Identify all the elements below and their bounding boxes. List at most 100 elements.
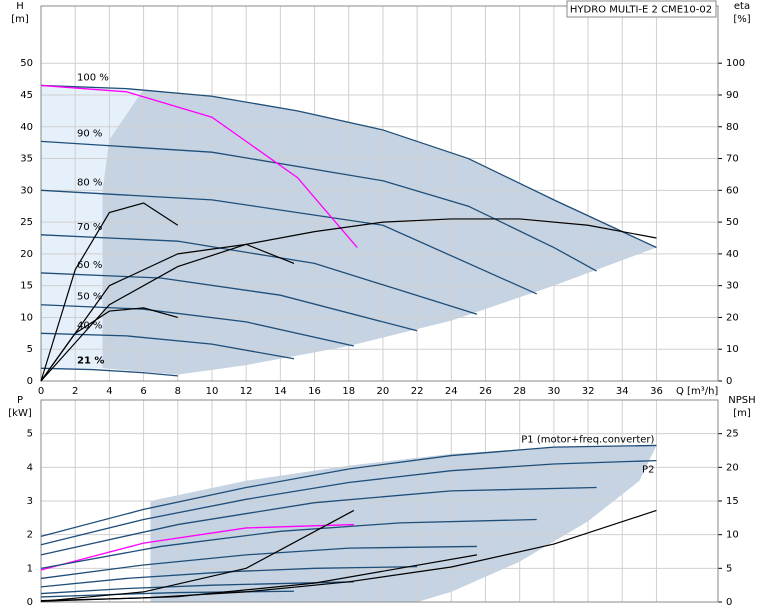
y-tick-label: 5 <box>27 344 33 355</box>
x-tick-label: 2 <box>72 386 78 397</box>
x-tick-label: 24 <box>445 386 458 397</box>
curve <box>40 545 477 580</box>
y-tick-label: 0 <box>27 597 33 608</box>
y-tick-label: 15 <box>20 281 33 292</box>
x-tick-label: 10 <box>206 386 219 397</box>
y-tick-label: 30 <box>20 185 33 196</box>
plot-frame <box>40 5 719 382</box>
y-tick-label: 20 <box>20 249 33 260</box>
x-tick-label: 32 <box>582 386 595 397</box>
curve-label: 21 % <box>77 355 104 366</box>
y-axis-unit: [m] <box>11 14 29 25</box>
curve <box>40 307 178 382</box>
x-tick-label: 16 <box>308 386 321 397</box>
y2-tick-label: 25 <box>726 429 739 440</box>
curve <box>40 189 538 295</box>
y-axis-label: P <box>17 395 23 406</box>
curve <box>40 509 355 602</box>
y-tick-label: 25 <box>20 217 33 228</box>
curve <box>40 581 354 595</box>
y2-tick-label: 90 <box>726 90 739 101</box>
y-tick-label: 4 <box>27 462 33 473</box>
curve <box>40 332 295 360</box>
x-tick-label: 18 <box>342 386 355 397</box>
y-tick-label: 3 <box>27 496 33 507</box>
x-tick-label: 6 <box>140 386 146 397</box>
y2-tick-label: 70 <box>726 154 739 165</box>
x-tick-label: 28 <box>513 386 526 397</box>
curve <box>40 518 537 569</box>
curve <box>40 304 354 347</box>
curve-label: 90 % <box>77 128 102 139</box>
curve <box>40 84 358 248</box>
title-box <box>566 0 717 18</box>
y2-tick-label: 20 <box>726 462 739 473</box>
y2-tick-label: 0 <box>726 597 732 608</box>
y2-axis-label: eta <box>734 1 750 12</box>
y2-tick-label: 10 <box>726 344 739 355</box>
y2-tick-label: 40 <box>726 249 739 260</box>
y-axis-label: H <box>16 1 24 12</box>
y-tick-label: 40 <box>20 122 33 133</box>
curve <box>40 140 597 272</box>
y2-axis-label: NPSH <box>728 395 755 406</box>
curve <box>40 202 179 382</box>
y2-axis-unit: [m] <box>733 408 751 419</box>
curve <box>40 272 418 332</box>
curve <box>40 84 657 249</box>
x-tick-label: 22 <box>411 386 424 397</box>
x-tick-label: 14 <box>274 386 287 397</box>
y2-tick-label: 50 <box>726 217 739 228</box>
y2-tick-label: 60 <box>726 185 739 196</box>
y2-tick-label: 15 <box>726 496 739 507</box>
curve <box>40 554 478 602</box>
x-tick-label: 0 <box>38 386 44 397</box>
curve <box>40 243 295 382</box>
plot-frame <box>40 399 719 603</box>
x-tick-label: 30 <box>548 386 561 397</box>
x-tick-label: 4 <box>106 386 112 397</box>
y-tick-label: 1 <box>27 563 33 574</box>
curve-label: P1 (motor+freq.converter) <box>521 434 654 445</box>
curve-label: P2 <box>642 465 654 476</box>
curve <box>40 590 295 598</box>
curve <box>40 234 478 315</box>
y-tick-label: 50 <box>20 58 33 69</box>
y2-tick-label: 5 <box>726 563 732 574</box>
y-tick-label: 45 <box>20 90 33 101</box>
operating-area <box>150 445 657 602</box>
chart-title: HYDRO MULTI-E 2 CME10-02 <box>570 5 712 16</box>
y2-axis-unit: [%] <box>733 14 750 25</box>
y2-tick-label: 0 <box>726 376 732 387</box>
x-tick-label: 20 <box>377 386 390 397</box>
y2-tick-label: 10 <box>726 530 739 541</box>
curve-label: 60 % <box>77 260 102 271</box>
curve <box>40 367 178 377</box>
operating-area <box>102 89 657 375</box>
y2-tick-label: 100 <box>726 58 745 69</box>
y2-tick-label: 20 <box>726 312 739 323</box>
y2-tick-label: 30 <box>726 281 739 292</box>
x-tick-label: 34 <box>616 386 629 397</box>
x-tick-label: 36 <box>650 386 663 397</box>
curve <box>40 486 597 556</box>
curve-label: 80 % <box>77 177 102 188</box>
curve <box>40 523 354 571</box>
curve <box>40 218 657 382</box>
x-tick-label: 26 <box>479 386 492 397</box>
y-tick-label: 5 <box>27 429 33 440</box>
x-axis-label: Q [m³/h] <box>676 386 718 397</box>
y-tick-label: 0 <box>27 376 33 387</box>
curve <box>40 459 657 546</box>
y-tick-label: 35 <box>20 154 33 165</box>
curve-label: 50 % <box>77 292 102 303</box>
curve <box>40 444 657 537</box>
x-tick-label: 8 <box>175 386 181 397</box>
curve-label: 70 % <box>77 222 102 233</box>
y2-tick-label: 80 <box>726 122 739 133</box>
x-tick-label: 12 <box>240 386 253 397</box>
y-tick-label: 10 <box>20 312 33 323</box>
y-tick-label: 2 <box>27 530 33 541</box>
curve-label: 100 % <box>77 72 109 83</box>
